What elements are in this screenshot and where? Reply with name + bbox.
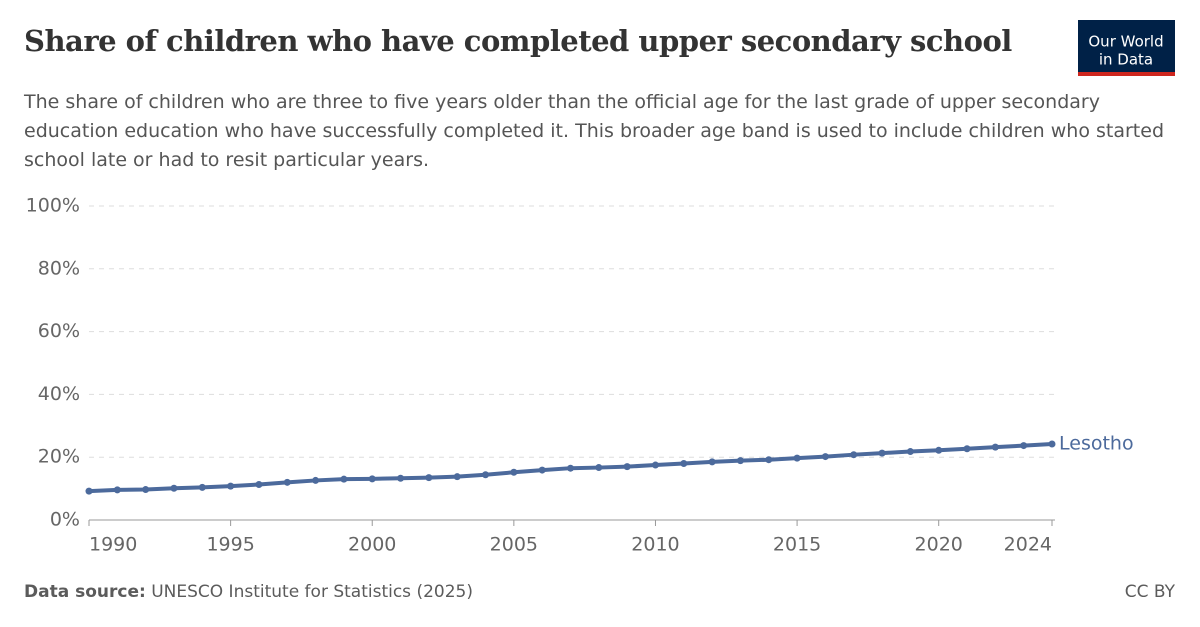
data-point: [878, 449, 886, 457]
data-point: [482, 471, 490, 479]
logo-text: in Data: [1099, 51, 1153, 69]
logo-box: [1078, 20, 1175, 76]
data-point: [538, 466, 546, 474]
source-label: Data source:: [24, 582, 146, 602]
data-point: [708, 458, 716, 466]
data-point: [425, 474, 433, 482]
data-point: [765, 456, 773, 464]
data-point: [595, 464, 603, 472]
license: CC BY: [1125, 582, 1176, 602]
logo-text: Our World: [1088, 33, 1163, 51]
data-point: [142, 486, 150, 494]
series-label: Lesotho: [1059, 433, 1134, 455]
y-tick-label: 20%: [38, 446, 80, 468]
data-point: [680, 459, 688, 467]
data-point: [850, 451, 858, 459]
data-point: [963, 445, 971, 453]
data-point: [991, 443, 999, 451]
data-point: [906, 448, 914, 456]
x-tick-label: 2024: [1004, 534, 1052, 556]
y-tick-label: 80%: [38, 257, 80, 279]
data-point: [198, 483, 206, 491]
y-tick-label: 0%: [50, 509, 80, 531]
data-point: [397, 474, 405, 482]
data-point: [312, 476, 320, 484]
x-tick-label: 2005: [490, 534, 538, 556]
x-tick-label: 1995: [206, 534, 254, 556]
data-point: [651, 461, 659, 469]
x-tick-label: 2015: [773, 534, 821, 556]
data-point: [283, 478, 291, 486]
data-point: [736, 457, 744, 465]
data-point: [1020, 442, 1028, 450]
x-tick-label: 2020: [915, 534, 963, 556]
data-point: [821, 453, 829, 461]
y-tick-label: 100%: [26, 195, 80, 217]
chart-title: Share of children who have completed upp…: [24, 24, 1012, 58]
data-point: [113, 486, 121, 494]
data-point: [623, 463, 631, 471]
data-point: [567, 464, 574, 472]
data-point: [510, 468, 518, 476]
source-text: UNESCO Institute for Statistics (2025): [151, 582, 473, 602]
x-tick-label: 1990: [89, 534, 137, 556]
data-point: [340, 475, 348, 483]
data-point: [935, 446, 943, 454]
data-point: [85, 487, 93, 495]
data-point: [453, 473, 461, 481]
x-tick-label: 2010: [631, 534, 679, 556]
y-tick-label: 40%: [38, 383, 80, 405]
x-tick-label: 2000: [348, 534, 396, 556]
data-point: [255, 481, 263, 489]
data-point: [368, 475, 376, 483]
data-point: [227, 482, 235, 490]
chart-subtitle: The share of children who are three to f…: [24, 91, 1165, 171]
y-tick-label: 60%: [38, 320, 80, 342]
logo-bar: [1078, 72, 1175, 76]
data-point: [170, 484, 178, 492]
data-point: [1048, 440, 1056, 448]
source: Data source: UNESCO Institute for Statis…: [24, 582, 473, 602]
data-point: [793, 454, 801, 462]
